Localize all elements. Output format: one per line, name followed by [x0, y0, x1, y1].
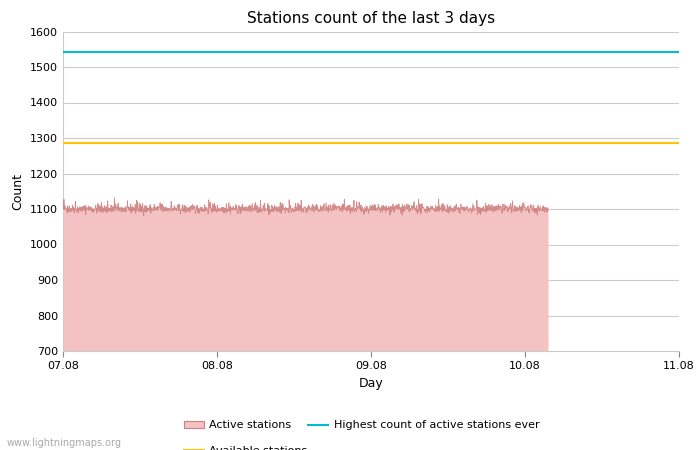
Title: Stations count of the last 3 days: Stations count of the last 3 days: [247, 11, 495, 26]
Text: www.lightningmaps.org: www.lightningmaps.org: [7, 438, 122, 448]
X-axis label: Day: Day: [358, 377, 384, 390]
Legend: Available stations: Available stations: [179, 441, 312, 450]
Y-axis label: Count: Count: [11, 173, 25, 210]
